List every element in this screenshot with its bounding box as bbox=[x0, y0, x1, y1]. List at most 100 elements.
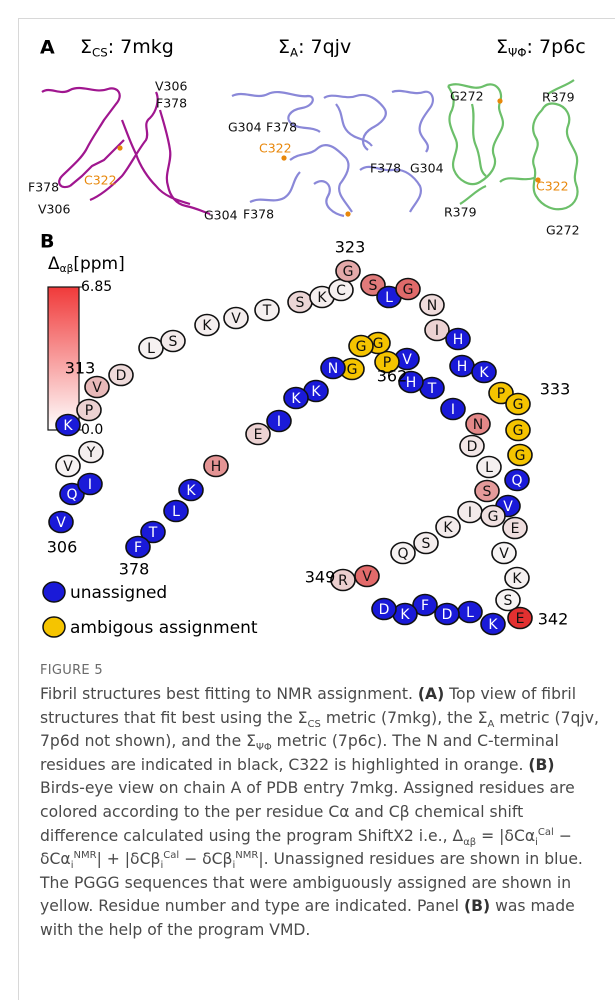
caption-text: i bbox=[71, 860, 74, 871]
residue: G bbox=[506, 394, 530, 415]
residue-letter: Q bbox=[397, 546, 408, 562]
residue-letter: S bbox=[369, 278, 378, 294]
residue: D bbox=[460, 436, 484, 457]
residue: L bbox=[164, 501, 188, 522]
residue: G bbox=[481, 506, 505, 527]
symbol: Δ bbox=[48, 254, 60, 274]
residue-letter: V bbox=[499, 546, 509, 562]
subscript: CS bbox=[92, 45, 108, 59]
residue-letter: G bbox=[356, 339, 367, 355]
residue-letter: E bbox=[254, 427, 263, 443]
symbol: Σ bbox=[496, 36, 508, 58]
residue-number: 378 bbox=[119, 560, 150, 579]
panel-label: A bbox=[40, 37, 55, 59]
residue: Y bbox=[79, 442, 103, 463]
residue-label: G304 bbox=[204, 208, 238, 223]
residue: S bbox=[475, 481, 499, 502]
residue: I bbox=[78, 474, 102, 495]
residue-label: F378 bbox=[156, 96, 187, 111]
residue: V bbox=[85, 377, 109, 398]
residue-letter: T bbox=[148, 525, 158, 541]
caption-text: Fibril structures best fitting to NMR as… bbox=[40, 685, 418, 703]
residue-letter: H bbox=[453, 332, 464, 348]
residue: V bbox=[49, 512, 73, 533]
c322-marker bbox=[281, 155, 286, 160]
residue-number: 349 bbox=[305, 568, 336, 587]
residue-letter: V bbox=[56, 515, 66, 531]
residue-letter: S bbox=[422, 536, 431, 552]
page: {"panel_a": {"label": "A", "titles": [{"… bbox=[0, 0, 616, 1001]
residue: K bbox=[179, 480, 203, 501]
c322-marker bbox=[117, 145, 122, 150]
residue: I bbox=[441, 399, 465, 420]
residue-letter: I bbox=[468, 505, 472, 521]
residue-letter: G bbox=[488, 509, 499, 525]
title-text: : 7p6c bbox=[527, 36, 586, 58]
residue-letter: D bbox=[116, 368, 127, 384]
residue-letter: F bbox=[421, 598, 429, 614]
residue-label: F378 bbox=[266, 120, 297, 135]
residue: I bbox=[267, 411, 291, 432]
residue-letter: G bbox=[513, 423, 524, 439]
residue-number: 323 bbox=[335, 238, 366, 257]
caption-text: ΨΦ bbox=[256, 742, 272, 753]
residue-label: G304 bbox=[410, 161, 444, 176]
residue: K bbox=[195, 315, 219, 336]
residue-letter: G bbox=[347, 362, 358, 378]
residue-label: C322 bbox=[84, 173, 117, 188]
residue-letter: I bbox=[277, 414, 281, 430]
residue: D bbox=[109, 365, 133, 386]
residue: G bbox=[506, 420, 530, 441]
residue: K bbox=[481, 614, 505, 635]
residue: L bbox=[477, 457, 501, 478]
residue-letter: S bbox=[483, 484, 492, 500]
residue-letter: K bbox=[512, 571, 522, 587]
c322-marker bbox=[497, 98, 502, 103]
residue: G bbox=[396, 279, 420, 300]
residue-letter: G bbox=[343, 264, 354, 280]
panel-label: B bbox=[40, 231, 54, 253]
residue: S bbox=[414, 533, 438, 554]
caption-text: = |δCα bbox=[476, 827, 535, 845]
caption-text: i bbox=[535, 837, 538, 848]
residue-letter: N bbox=[328, 361, 338, 377]
residue: E bbox=[246, 424, 270, 445]
caption-text: (B) bbox=[528, 756, 554, 774]
residue-letter: L bbox=[172, 504, 180, 520]
residue: K bbox=[393, 604, 417, 625]
c322-marker bbox=[345, 211, 350, 216]
residue-letter: K bbox=[311, 384, 321, 400]
residue: H bbox=[204, 456, 228, 477]
subscript: ΨΦ bbox=[508, 45, 527, 59]
residue-letter: V bbox=[362, 569, 372, 585]
caption-text: i bbox=[232, 860, 235, 871]
residue-letter: G bbox=[373, 336, 384, 352]
caption-text: Cal bbox=[538, 826, 554, 837]
residue-letter: C bbox=[336, 283, 346, 299]
residue-label: V306 bbox=[155, 79, 187, 94]
residue-number: 333 bbox=[540, 380, 571, 399]
legend-swatch bbox=[43, 582, 65, 602]
residue: H bbox=[450, 356, 474, 377]
symbol: Σ bbox=[80, 36, 92, 58]
caption-text: metric (7mkg), the Σ bbox=[321, 709, 488, 727]
symbol: Σ bbox=[278, 36, 290, 58]
residue-letter: K bbox=[317, 290, 327, 306]
residue-letter: E bbox=[516, 611, 525, 627]
residue-letter: F bbox=[134, 540, 142, 556]
residue-letter: L bbox=[385, 290, 393, 306]
caption-text: − δCβ bbox=[179, 850, 232, 868]
residue: V bbox=[56, 456, 80, 477]
residue-letter: G bbox=[513, 397, 524, 413]
residue-letter: L bbox=[485, 460, 493, 476]
caption-text: i bbox=[160, 860, 163, 871]
residue-letter: H bbox=[406, 375, 417, 391]
residue-letter: P bbox=[497, 386, 505, 402]
residue-letter: L bbox=[147, 341, 155, 357]
residue-number: 342 bbox=[538, 610, 569, 629]
legend-swatch bbox=[43, 617, 65, 637]
colorbar-tick-label: 0.0 bbox=[81, 422, 103, 438]
residue-letter: L bbox=[466, 605, 474, 621]
residue: Q bbox=[505, 470, 529, 491]
residue-label: V306 bbox=[38, 202, 70, 217]
